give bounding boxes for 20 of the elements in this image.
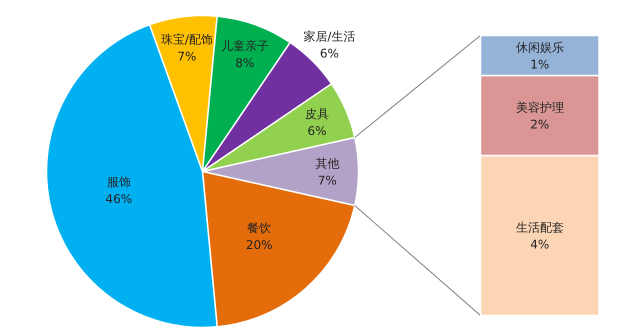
data-label: 1%	[530, 58, 550, 72]
series-label: 生活配套	[516, 220, 564, 234]
slice-label: 其他	[315, 156, 340, 170]
data-label: 7%	[318, 174, 337, 188]
slice-label: 珠宝/配饰	[160, 32, 213, 47]
slice-label: 家居/生活	[303, 30, 356, 44]
slice-label: 餐饮	[247, 220, 272, 235]
slice-label: 皮具	[305, 106, 330, 121]
data-label: 8%	[235, 56, 254, 70]
series-label: 美容护理	[516, 100, 564, 114]
slice-label: 服饰	[106, 175, 131, 190]
data-label: 7%	[177, 50, 196, 64]
slice-label: 儿童亲子	[220, 39, 269, 54]
data-label: 6%	[320, 46, 339, 61]
data-label: 4%	[530, 238, 550, 252]
data-label: 2%	[530, 118, 550, 132]
data-label: 20%	[246, 238, 273, 252]
data-label: 6%	[308, 124, 327, 138]
series-label: 休闲娱乐	[516, 40, 564, 54]
data-label: 46%	[105, 192, 132, 206]
